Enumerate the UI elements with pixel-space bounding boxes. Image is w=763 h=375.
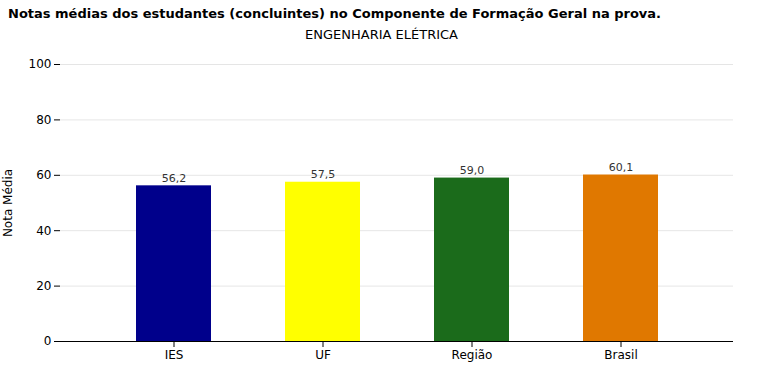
html-text:ENGENHARIA ELÉTRICA: ENGENHARIA ELÉTRICA: [305, 27, 458, 42]
html-text:Notas médias dos estudantes (c: Notas médias dos estudantes (concluintes…: [8, 6, 662, 21]
svg-text:UF: UF: [315, 348, 331, 362]
svg-text:59,0: 59,0: [460, 164, 485, 177]
svg-text:IES: IES: [165, 348, 184, 362]
svg-text:Nota Média: Nota Média: [1, 169, 15, 237]
svg-text:Brasil: Brasil: [604, 348, 637, 362]
svg-text:100: 100: [29, 57, 52, 71]
svg-text:40: 40: [36, 224, 51, 238]
svg-text:20: 20: [36, 279, 51, 293]
svg-text:Região: Região: [452, 348, 493, 362]
svg-text:57,5: 57,5: [311, 168, 336, 181]
svg-text:60,1: 60,1: [609, 161, 634, 174]
svg-text:0: 0: [44, 334, 52, 348]
svg-text:80: 80: [36, 113, 51, 127]
svg-text:60: 60: [36, 168, 51, 182]
svg-text:56,2: 56,2: [162, 172, 187, 185]
